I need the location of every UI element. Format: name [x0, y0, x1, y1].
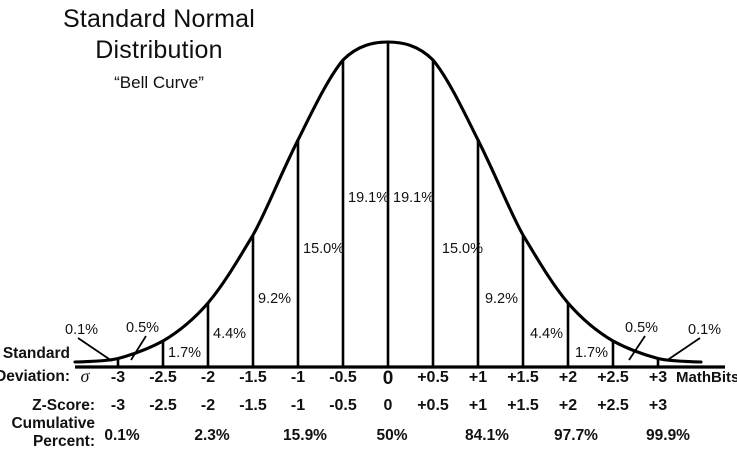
std-dev-row-label-line1: Standard	[3, 345, 70, 362]
zscore-value--2: -2	[201, 397, 215, 414]
zscore-value-+1.5: +1.5	[507, 397, 539, 414]
axis-tick-+1.5: +1.5	[507, 369, 539, 386]
axis-tick--0.5: -0.5	[329, 369, 357, 386]
band-label-pos1-pos1p5: 9.2%	[485, 291, 518, 307]
axis-tick-labels: -3 -2.5 -2 -1.5 -1 -0.5 0 +0.5 +1 +1.5 +…	[111, 368, 667, 389]
tail-label-left-inner: 0.5%	[126, 320, 159, 336]
axis-tick-+0.5: +0.5	[417, 369, 449, 386]
zscore-row-label: Z-Score:	[32, 397, 95, 414]
cumulative-value-z-+1: 84.1%	[465, 427, 509, 444]
leader-right-0p1	[665, 337, 701, 362]
leader-left-0p5	[130, 335, 147, 361]
band-label-pos1p5-pos2: 4.4%	[530, 326, 563, 342]
leader-left-0p1	[77, 337, 113, 362]
axis-tick--2: -2	[201, 369, 215, 386]
cumulative-value-z-+3: 99.9%	[646, 427, 690, 444]
leader-right-0p5	[628, 335, 646, 361]
zscore-value--2.5: -2.5	[149, 397, 177, 414]
band-label-0-pos0p5: 19.1%	[393, 190, 434, 206]
axis-tick--1.5: -1.5	[239, 369, 267, 386]
std-dev-row-label-line2: Deviation:	[0, 368, 70, 385]
zscore-value-+3: +3	[649, 397, 667, 414]
cumulative-value-z--1: 15.9%	[283, 427, 327, 444]
zscore-value-0: 0	[384, 397, 393, 414]
axis-tick-+1: +1	[469, 369, 487, 386]
mathbits-watermark: MathBits	[676, 369, 737, 386]
cumulative-row-label-line1: Cumulative	[11, 415, 95, 432]
band-label-neg2-neg1p5: 4.4%	[213, 326, 246, 342]
axis-tick--1: -1	[291, 369, 305, 386]
axis-tick-+2: +2	[559, 369, 577, 386]
cumulative-value-z--3: 0.1%	[104, 427, 140, 444]
band-divider-lines	[116, 42, 660, 367]
zscore-value--1.5: -1.5	[239, 397, 267, 414]
band-label-neg1p5-neg1: 9.2%	[258, 291, 291, 307]
band-percent-labels: 1.7% 4.4% 9.2% 15.0% 19.1% 19.1% 15.0% 9…	[168, 190, 608, 361]
tail-label-right-inner: 0.5%	[625, 320, 658, 336]
sigma-symbol: σ	[81, 366, 91, 386]
zscore-value--1: -1	[291, 397, 305, 414]
zscore-value--0.5: -0.5	[329, 397, 357, 414]
band-label-pos2-pos2p5: 1.7%	[575, 345, 608, 361]
axis-tick--3: -3	[111, 369, 125, 386]
cumulative-row-label-line2: Percent:	[33, 433, 95, 450]
zscore-values: -3 -2.5 -2 -1.5 -1 -0.5 0 +0.5 +1 +1.5 +…	[111, 397, 667, 414]
tail-percent-labels: 0.1% 0.5% 0.5% 0.1%	[65, 320, 721, 338]
cumulative-values: 0.1% 2.3% 15.9% 50% 84.1% 97.7% 99.9%	[104, 427, 690, 444]
band-label-neg1-neg0p5: 15.0%	[303, 241, 344, 257]
cumulative-value-z--2: 2.3%	[194, 427, 230, 444]
band-label-neg2p5-neg2: 1.7%	[168, 345, 201, 361]
axis-tick--2.5: -2.5	[149, 369, 177, 386]
zscore-value-+0.5: +0.5	[417, 397, 449, 414]
cumulative-value-z-0: 50%	[376, 427, 407, 444]
band-label-pos0p5-pos1: 15.0%	[442, 241, 483, 257]
tail-label-right-outer: 0.1%	[688, 322, 721, 338]
zscore-value-+2.5: +2.5	[597, 397, 629, 414]
axis-tick-+3: +3	[649, 369, 667, 386]
axis-tick-0: 0	[383, 368, 394, 389]
zscore-value--3: -3	[111, 397, 125, 414]
tail-leader-lines	[77, 335, 701, 362]
axis-tick-+2.5: +2.5	[597, 369, 629, 386]
band-label-neg0p5-0: 19.1%	[348, 190, 389, 206]
zscore-value-+1: +1	[469, 397, 487, 414]
cumulative-value-z-+2: 97.7%	[554, 427, 598, 444]
zscore-value-+2: +2	[559, 397, 577, 414]
tail-label-left-outer: 0.1%	[65, 322, 98, 338]
